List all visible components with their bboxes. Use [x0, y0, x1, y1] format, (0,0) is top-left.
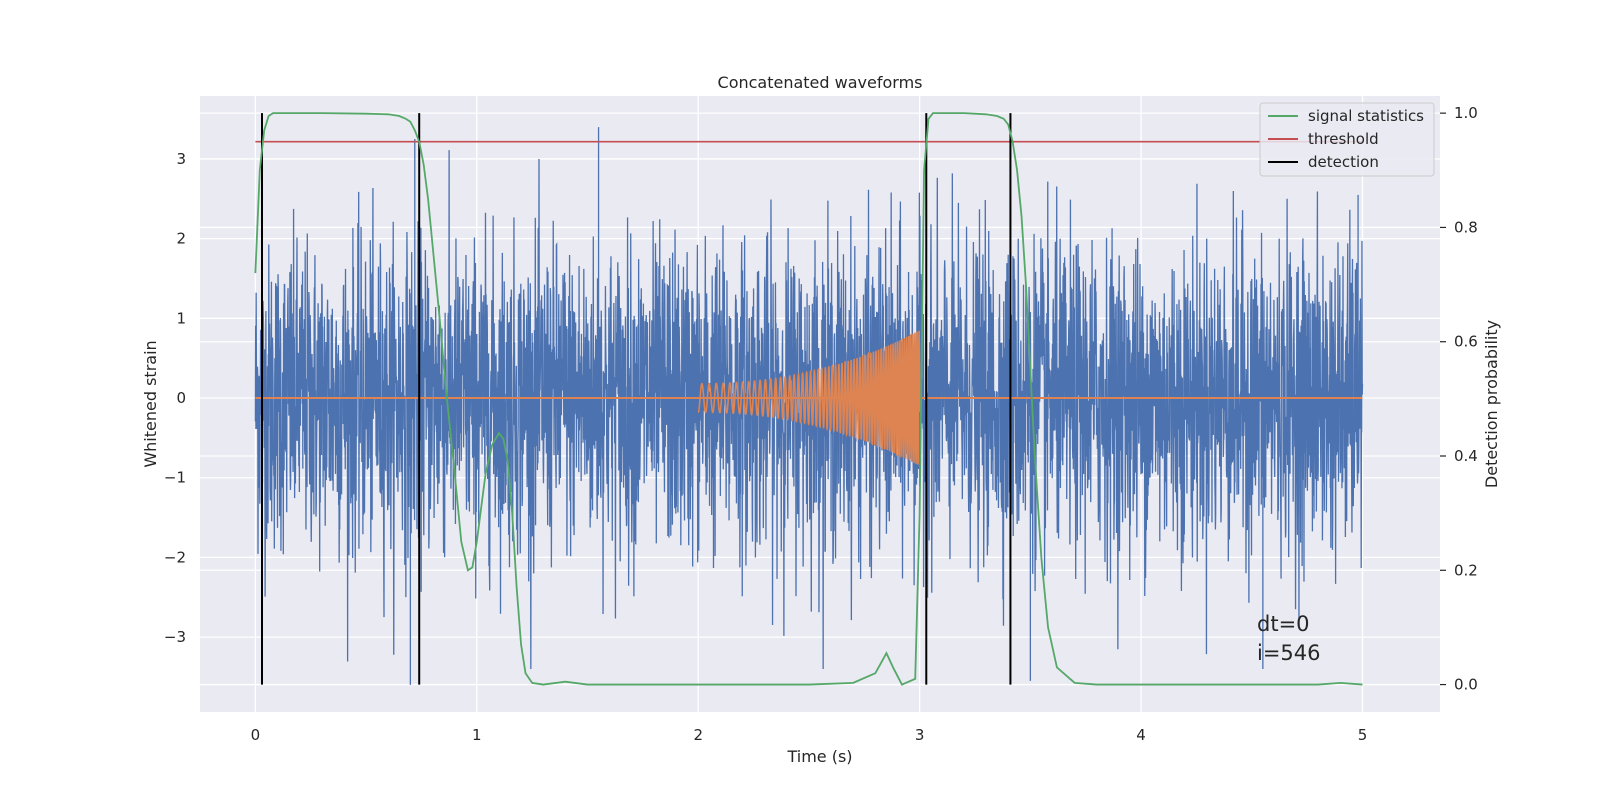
y-right-tick-label-5: 1.0 — [1454, 104, 1478, 122]
legend-label-threshold: threshold — [1308, 130, 1379, 148]
legend: signal statistics threshold detection — [1259, 102, 1435, 177]
y-tick-label-0: −3 — [164, 628, 186, 646]
x-tick-label-5: 5 — [1358, 726, 1368, 744]
y-tick-label-1: −2 — [164, 548, 186, 566]
y-axis-ticks: −3 −2 −1 0 1 2 3 — [164, 150, 186, 646]
y-tick-label-2: −1 — [164, 469, 186, 487]
x-tick-label-1: 1 — [472, 726, 482, 744]
y-right-axis-label: Detection probability — [1482, 320, 1501, 488]
annotation-dt: dt=0 — [1257, 612, 1310, 636]
y-tick-label-6: 3 — [176, 150, 186, 168]
legend-label-signal-statistics: signal statistics — [1308, 107, 1424, 125]
series-signal-statistics — [254, 112, 1363, 686]
y-tick-label-3: 0 — [176, 389, 186, 407]
y-right-tick-label-4: 0.8 — [1454, 218, 1478, 236]
legend-box — [1259, 102, 1435, 177]
y-tick-label-4: 1 — [176, 309, 186, 327]
x-tick-label-3: 3 — [915, 726, 925, 744]
x-axis-ticks: 0 1 2 3 4 5 — [251, 726, 1368, 744]
y-right-tick-label-1: 0.2 — [1454, 561, 1478, 579]
x-tick-label-4: 4 — [1136, 726, 1146, 744]
annotation-index: i=546 — [1257, 641, 1321, 665]
y-right-tick-label-0: 0.0 — [1454, 676, 1478, 694]
series-whitened-strain — [254, 127, 1364, 685]
series-injected-chirp — [697, 330, 921, 465]
y-axis-label: Whitened strain — [141, 340, 160, 467]
x-axis-label: Time (s) — [786, 747, 852, 766]
x-tick-label-2: 2 — [693, 726, 703, 744]
y-tick-label-5: 2 — [176, 230, 186, 248]
grid-left — [200, 96, 1440, 712]
y-right-tick-label-2: 0.4 — [1454, 447, 1478, 465]
y-right-tick-label-3: 0.6 — [1454, 333, 1478, 351]
detection-lines — [261, 113, 1012, 685]
chart-title: Concatenated waveforms — [718, 73, 923, 92]
x-tick-label-0: 0 — [251, 726, 261, 744]
y-right-axis-ticks: 0.0 0.2 0.4 0.6 0.8 1.0 — [1440, 104, 1478, 694]
legend-label-detection: detection — [1308, 153, 1379, 171]
